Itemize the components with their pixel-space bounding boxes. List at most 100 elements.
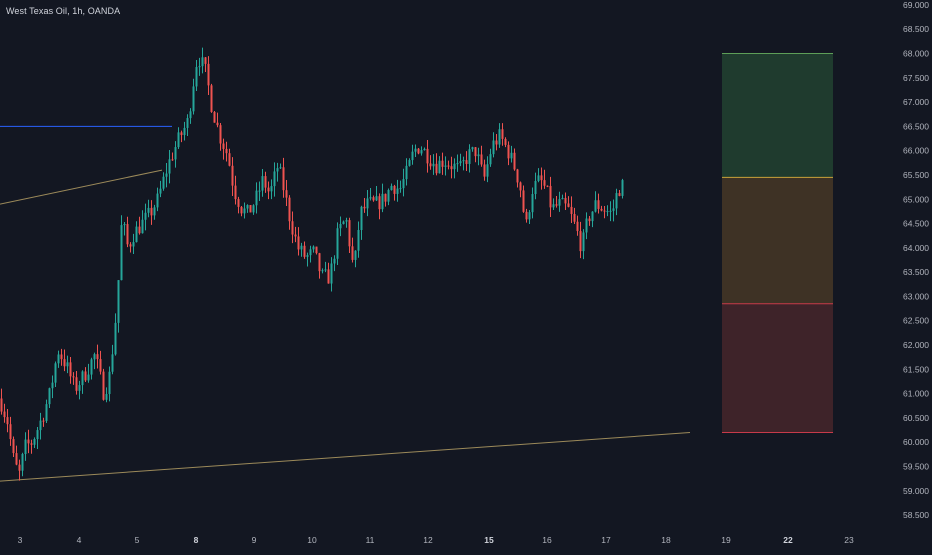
candle	[132, 233, 135, 254]
candle-body	[72, 376, 75, 378]
candle	[201, 47, 204, 74]
candle	[438, 156, 441, 174]
candle-body	[78, 385, 81, 391]
candle-body	[105, 394, 108, 400]
price-tick-label: 67.000	[903, 97, 929, 107]
candle	[165, 163, 168, 188]
candle	[531, 187, 534, 219]
candle	[372, 195, 375, 202]
candle-body	[18, 464, 21, 471]
candle	[180, 130, 183, 143]
candle-body	[441, 160, 444, 167]
time-tick-label: 15	[484, 535, 494, 545]
candle-body	[129, 244, 132, 247]
candle-body	[189, 111, 192, 119]
candle	[330, 257, 333, 292]
time-tick-label: 12	[423, 535, 433, 545]
candle	[315, 246, 318, 255]
candle	[6, 409, 9, 433]
candle	[387, 188, 390, 206]
candle-body	[249, 205, 252, 213]
candle	[258, 181, 261, 201]
candle	[477, 147, 480, 166]
candle	[36, 426, 39, 450]
candle-body	[171, 159, 174, 161]
position-tool-zones	[722, 52, 833, 434]
candle	[339, 216, 342, 237]
candle	[219, 123, 222, 151]
candle-body	[450, 166, 453, 170]
candle	[21, 452, 24, 477]
candle	[270, 179, 273, 200]
candle	[480, 145, 483, 167]
time-axis: 3 4 5 8 9 10 11 12 15 16 17 18 19 22 23	[18, 535, 854, 545]
candle-body	[243, 208, 246, 214]
candle-body	[489, 154, 492, 165]
candle	[297, 227, 300, 256]
price-tick-label: 60.000	[903, 437, 929, 447]
price-tick-label: 67.500	[903, 73, 929, 83]
candle-body	[276, 168, 279, 172]
candle-body	[573, 213, 576, 222]
candle-body	[396, 188, 399, 194]
candle-body	[204, 57, 207, 64]
candle	[96, 344, 99, 369]
drawing-lines	[0, 125, 691, 482]
candle-body	[267, 187, 270, 192]
candle	[246, 204, 249, 213]
candle-body	[600, 208, 603, 211]
candle	[24, 432, 27, 461]
candle-body	[132, 242, 135, 247]
candle	[435, 153, 438, 176]
candle-body	[246, 205, 249, 209]
candle-body	[456, 163, 459, 165]
candle-body	[567, 203, 570, 207]
time-tick-label: 10	[307, 535, 317, 545]
candle	[150, 200, 153, 225]
candle-body	[537, 175, 540, 181]
candle-body	[291, 221, 294, 235]
candle	[309, 245, 312, 263]
candle	[87, 363, 90, 383]
candle-body	[444, 165, 447, 167]
candle	[498, 123, 501, 148]
candle-body	[255, 190, 258, 206]
candle	[243, 202, 246, 219]
candle	[222, 138, 225, 160]
candle-body	[96, 354, 99, 360]
candle	[213, 111, 216, 123]
candle	[333, 255, 336, 272]
candle-body	[495, 140, 498, 145]
candle	[135, 221, 138, 243]
candle-body	[393, 185, 396, 194]
candle-body	[306, 255, 309, 257]
candle	[510, 145, 513, 163]
candle-body	[606, 211, 609, 213]
candle-body	[3, 411, 6, 418]
candle-body	[282, 167, 285, 191]
candle-body	[258, 190, 261, 192]
price-tick-label: 68.000	[903, 48, 929, 58]
candle	[75, 370, 78, 395]
candle-body	[465, 160, 468, 164]
candle	[492, 132, 495, 158]
candle-body	[66, 362, 69, 367]
candle	[366, 190, 369, 217]
trend-line-1	[0, 432, 691, 482]
candle-body	[480, 154, 483, 165]
candle	[54, 361, 57, 387]
candle-body	[87, 374, 90, 381]
candle	[576, 215, 579, 236]
candle	[9, 416, 12, 446]
candle	[279, 163, 282, 169]
price-tick-label: 64.000	[903, 243, 929, 253]
time-tick-label: 11	[366, 535, 375, 545]
candle-body	[195, 67, 198, 87]
candle-body	[513, 152, 516, 170]
candle	[231, 157, 234, 197]
candle	[105, 387, 108, 403]
candle	[45, 399, 48, 423]
price-tick-label: 59.000	[903, 486, 929, 496]
